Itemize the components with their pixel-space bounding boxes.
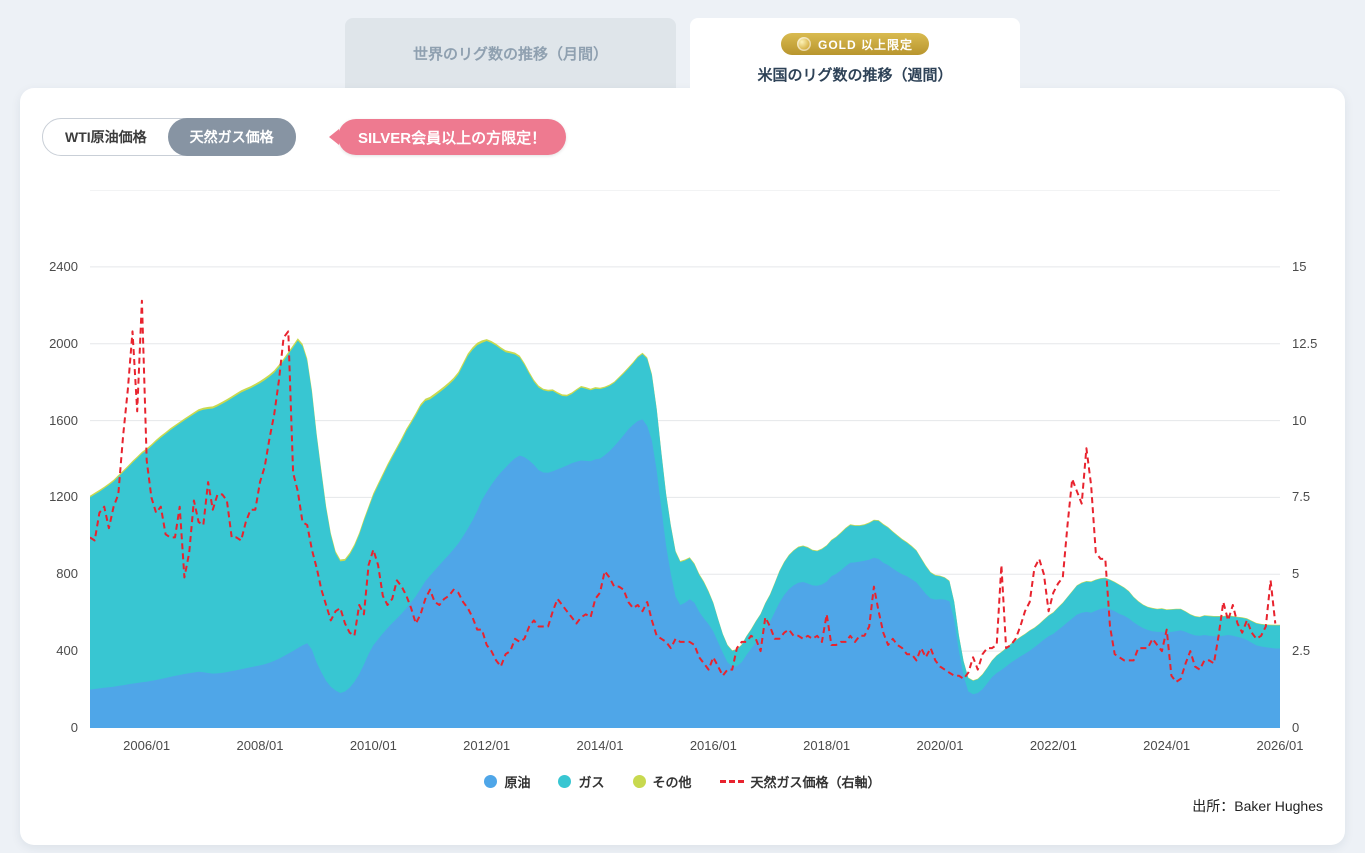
y-axis-right-tick: 7.5 (1292, 489, 1311, 505)
legend-dot-icon (484, 775, 498, 788)
x-axis-tick: 2006/01 (123, 738, 171, 753)
y-axis-right-tick: 0 (1292, 720, 1300, 735)
coin-icon (797, 37, 811, 51)
legend-dash-icon (719, 780, 744, 783)
rig-count-chart (89, 189, 1280, 729)
legend-label: その他 (652, 775, 692, 790)
legend-label: 原油 (504, 775, 531, 790)
x-axis-tick: 2020/01 (916, 738, 964, 753)
tab-world-rigs-label: 世界のリグ数の推移（月間） (412, 45, 608, 63)
chart-legend: 原油 ガス その他 天然ガス価格（右軸） (20, 772, 1345, 791)
natural-gas-price-button[interactable]: 天然ガス価格 (167, 118, 296, 156)
tab-us-rigs-label: 米国のリグ数の推移（週間） (757, 67, 953, 84)
y-axis-right-tick: 12.5 (1292, 335, 1318, 351)
y-axis-left-tick: 2000 (49, 335, 78, 351)
gas-price-line (89, 299, 1277, 683)
x-axis-tick: 2018/01 (803, 738, 851, 753)
x-axis-tick: 2012/01 (463, 738, 511, 753)
legend-item: その他 (632, 772, 692, 791)
y-axis-left: 0 400 800 1200 1600 2000 2400 (20, 190, 78, 735)
legend-label: ガス (578, 775, 605, 790)
y-axis-right: 0 2.5 5 7.5 10 12.5 15 (1286, 190, 1344, 735)
x-axis-tick: 2022/01 (1029, 738, 1077, 753)
chart-canvas (89, 189, 1280, 729)
source-note: 出所：Baker Hughes (1192, 798, 1323, 814)
legend-dot-icon (632, 775, 646, 788)
y-axis-right-tick: 2.5 (1292, 643, 1311, 659)
y-axis-right-tick: 5 (1292, 566, 1300, 582)
x-axis-tick: 2014/01 (576, 738, 624, 753)
x-axis-tick: 2024/01 (1143, 738, 1191, 753)
x-axis-tick: 2008/01 (236, 738, 284, 753)
silver-member-callout: SILVER会員以上の方限定！ (338, 119, 567, 155)
y-axis-left-tick: 0 (70, 720, 78, 735)
y-axis-right-tick: 15 (1292, 258, 1307, 274)
x-axis-tick: 2016/01 (689, 738, 737, 753)
x-axis-tick: 2026/01 (1256, 738, 1304, 753)
gold-badge-label: GOLD 以上限定 (818, 37, 913, 52)
y-axis-left-tick: 400 (56, 643, 78, 659)
legend-item: 天然ガス価格（右軸） (719, 772, 881, 791)
legend-item: ガス (558, 772, 605, 791)
legend-dot-icon (558, 775, 572, 788)
y-axis-right-tick: 10 (1292, 412, 1307, 428)
y-axis-left-tick: 2400 (49, 258, 78, 274)
gold-badge: GOLD 以上限定 (781, 33, 929, 55)
x-axis-tick: 2010/01 (349, 738, 397, 753)
oil-area (90, 419, 1280, 728)
y-axis-left-tick: 1200 (49, 489, 78, 505)
tab-world-rigs[interactable]: 世界のリグ数の推移（月間） (345, 18, 676, 88)
y-axis-left-tick: 1600 (49, 412, 78, 428)
price-toggle-group: WTI原油価格 天然ガス価格 (42, 118, 296, 156)
tab-us-rigs[interactable]: GOLD 以上限定 米国のリグ数の推移（週間） (690, 18, 1020, 110)
x-axis: 2006/01 2008/01 2010/01 2012/01 2014/01 2016/… (90, 738, 1303, 756)
legend-label: 天然ガス価格（右軸） (750, 775, 881, 790)
legend-item: 原油 (484, 772, 530, 791)
chart-card: WTI原油価格 天然ガス価格 SILVER会員以上の方限定！ 0 400 800 12… (20, 88, 1345, 845)
y-axis-left-tick: 800 (56, 566, 78, 582)
wti-oil-price-button[interactable]: WTI原油価格 (65, 129, 147, 145)
